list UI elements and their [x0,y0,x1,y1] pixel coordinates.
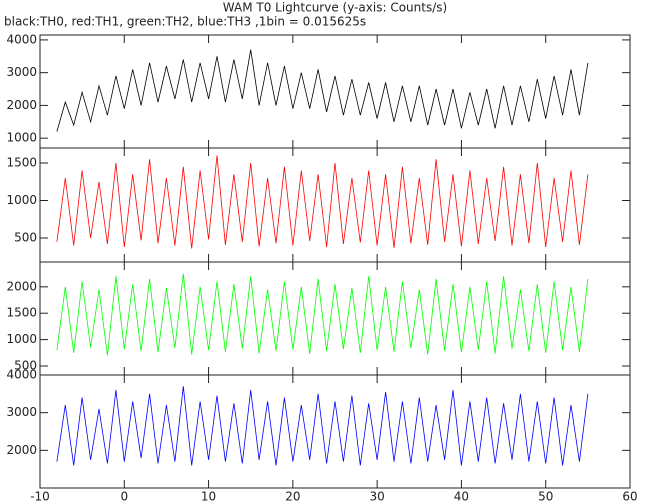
y-tick-label: 1000 [6,131,37,145]
panel-frame [39,374,631,489]
panel-frame [39,34,631,149]
x-tick-label: 50 [538,490,553,504]
x-tick-label: 40 [454,490,469,504]
light-curve [56,155,589,249]
y-tick-label: 2000 [6,443,37,457]
x-tick-label: 10 [201,490,216,504]
light-curve [56,386,589,466]
y-tick-label: 3000 [6,405,37,419]
light-curve [56,49,589,132]
y-tick-label: 2000 [6,279,37,293]
x-tick-label: 0 [120,490,128,504]
x-tick-label: 20 [285,490,300,504]
y-tick-label: 500 [14,359,37,373]
y-tick-label: 1500 [6,306,37,320]
chart-subtitle: black:TH0, red:TH1, green:TH2, blue:TH3 … [4,15,366,29]
light-curve [56,273,589,356]
y-tick-label: 1500 [6,156,37,170]
x-tick-label: 60 [622,490,637,504]
y-tick-label: 4000 [6,368,37,382]
y-tick-label: 500 [14,231,37,245]
y-tick-label: 4000 [6,32,37,46]
y-tick-label: 1000 [6,193,37,207]
y-tick-label: 3000 [6,65,37,79]
y-tick-label: 1000 [6,332,37,346]
x-tick-label: -10 [30,490,50,504]
x-tick-label: 30 [370,490,385,504]
y-tick-label: 2000 [6,98,37,112]
chart-title: WAM T0 Lightcurve (y-axis: Counts/s) [223,1,447,15]
